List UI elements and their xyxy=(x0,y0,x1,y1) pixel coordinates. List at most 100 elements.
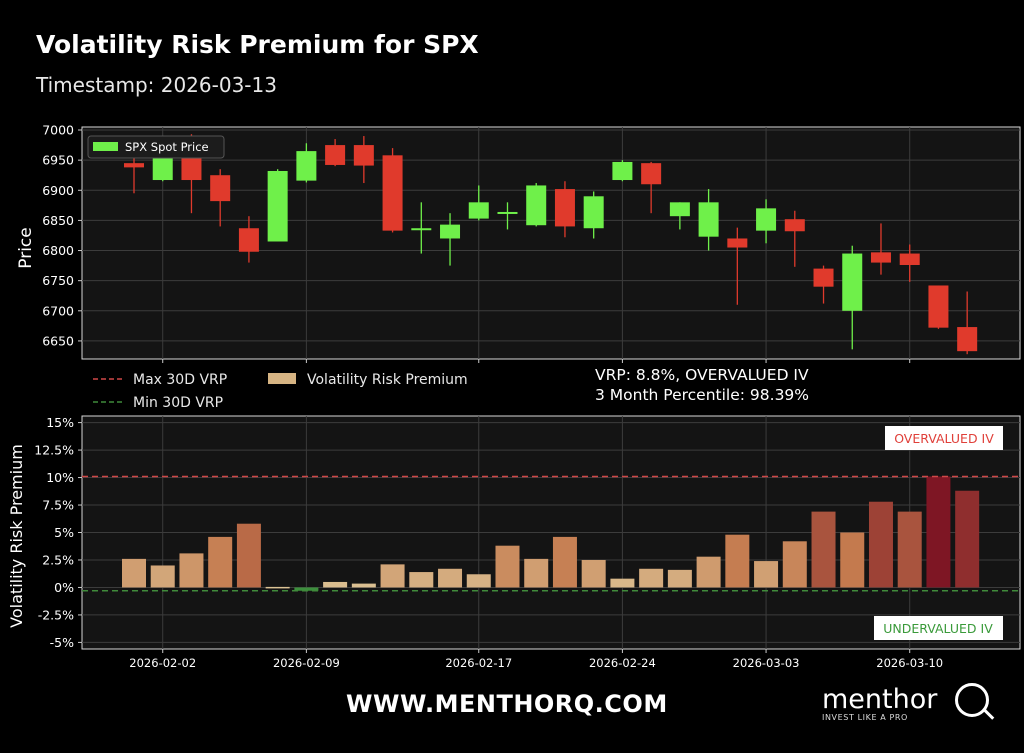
vrp-bar xyxy=(868,501,893,588)
candle-body xyxy=(296,151,317,181)
vrp-tick-label: -2.5% xyxy=(38,607,74,622)
candle-body xyxy=(641,163,662,185)
candle-body xyxy=(353,145,374,166)
price-candle xyxy=(440,213,461,266)
price-tick-label: 6750 xyxy=(42,273,74,288)
vrp-bar xyxy=(754,561,779,588)
vrp-tick-label: 15% xyxy=(46,415,74,430)
price-y-ticks: 7000 6950 6900 6850 6800 6750 6700 6650 xyxy=(42,123,911,363)
vrp-bar xyxy=(466,574,491,588)
vrp-x-tick-label: 2026-02-17 xyxy=(445,656,512,670)
vrp-bar xyxy=(179,553,204,588)
timestamp-subtitle: Timestamp: 2026-03-13 xyxy=(36,73,277,97)
price-legend-box xyxy=(87,135,225,159)
price-tick-label: 6700 xyxy=(42,303,74,318)
vrp-bar xyxy=(409,572,434,588)
candle-body xyxy=(267,170,288,242)
vrp-bar xyxy=(955,490,980,588)
vrp-bar xyxy=(552,536,577,588)
vrp-axis-label: Volatility Risk Premium xyxy=(7,444,26,628)
vrp-legend-swatch xyxy=(268,373,296,384)
candle-body xyxy=(526,185,547,226)
vrp-current-annotation: VRP: 8.8%, OVERVALUED IV xyxy=(595,366,809,384)
vrp-bar xyxy=(438,568,463,588)
vrp-bar xyxy=(811,511,836,588)
candle-body xyxy=(210,175,231,202)
website-url[interactable]: WWW.MENTHORQ.COM xyxy=(346,690,668,718)
candle-body xyxy=(583,196,604,229)
overvalued-label: OVERVALUED IV xyxy=(894,431,994,446)
price-candle xyxy=(325,139,346,167)
vrp-bar xyxy=(696,556,721,588)
price-candle xyxy=(583,191,604,239)
price-candle xyxy=(468,185,489,221)
vrp-x-tick-label: 2026-03-10 xyxy=(876,656,943,670)
vrp-bar xyxy=(495,545,520,588)
max-vrp-legend-label: Max 30D VRP xyxy=(133,372,227,388)
price-candle xyxy=(784,210,805,267)
price-tick-label: 6650 xyxy=(42,333,74,348)
candle-body xyxy=(238,228,259,252)
price-candle xyxy=(756,199,777,244)
price-tick-label: 6900 xyxy=(42,183,74,198)
undervalued-label: UNDERVALUED IV xyxy=(883,621,993,636)
price-candle xyxy=(497,202,518,230)
price-candle xyxy=(641,161,662,214)
vrp-bar xyxy=(524,558,549,588)
candle-body xyxy=(325,145,346,165)
price-candle xyxy=(727,227,748,305)
vrp-tick-label: 10% xyxy=(46,470,74,485)
brand-q-icon xyxy=(955,683,989,717)
vrp-bar xyxy=(150,565,175,588)
candle-body xyxy=(928,285,949,328)
price-candle xyxy=(928,285,949,329)
vrp-bar xyxy=(782,541,807,588)
price-candle xyxy=(957,291,978,355)
candle-body xyxy=(382,155,403,231)
vrp-legend-label: Volatility Risk Premium xyxy=(307,372,468,388)
vrp-bar xyxy=(581,559,606,588)
price-candle xyxy=(554,181,575,238)
vrp-tick-label: 12.5% xyxy=(34,443,74,458)
vrp-bar xyxy=(610,578,635,588)
brand-name: menthor xyxy=(822,684,938,715)
price-grid xyxy=(82,127,1020,359)
price-candle xyxy=(870,223,891,275)
price-panel xyxy=(81,126,1021,360)
vrp-bar xyxy=(380,564,405,588)
vrp-x-tick-label: 2026-02-02 xyxy=(129,656,196,670)
price-candle xyxy=(899,244,920,282)
candle-body xyxy=(468,202,489,219)
vrp-tick-label: 7.5% xyxy=(42,498,74,513)
vrp-tick-label: 5% xyxy=(54,525,74,540)
price-candle xyxy=(842,245,863,350)
candle-body xyxy=(957,327,978,352)
vrp-bar xyxy=(725,534,750,588)
vrp-y-ticks: 15% 12.5% 10% 7.5% 5% 2.5% 0% -2.5% -5% xyxy=(34,415,82,650)
price-candle xyxy=(526,183,547,227)
min-vrp-legend-label: Min 30D VRP xyxy=(133,395,223,411)
vrp-tick-label: 0% xyxy=(54,580,74,595)
chart-title: Volatility Risk Premium for SPX xyxy=(36,30,479,59)
vrp-bar xyxy=(208,536,233,588)
candle-body xyxy=(612,161,633,181)
vrp-tick-label: 2.5% xyxy=(42,552,74,567)
candle-body xyxy=(813,268,834,287)
candle-body xyxy=(124,163,144,168)
candle-body xyxy=(727,238,748,248)
price-candle xyxy=(296,143,317,183)
vrp-x-ticks: 2026-02-02 2026-02-09 2026-02-17 2026-02-24… xyxy=(129,649,943,670)
vrp-bar xyxy=(639,568,664,588)
vrp-reference-lines xyxy=(82,475,1020,592)
vrp-x-tick-label: 2026-02-24 xyxy=(589,656,656,670)
price-tick-label: 6850 xyxy=(42,213,74,228)
candle-body xyxy=(756,208,777,231)
vrp-bar xyxy=(667,569,692,588)
vrp-x-tick-label: 2026-02-09 xyxy=(273,656,340,670)
price-candle xyxy=(238,216,259,263)
price-candle xyxy=(382,148,403,233)
undervalued-label-box xyxy=(874,616,1003,640)
price-tick-label: 7000 xyxy=(42,123,74,138)
vrp-x-tick-label: 2026-03-03 xyxy=(733,656,800,670)
vrp-bar xyxy=(294,587,319,591)
